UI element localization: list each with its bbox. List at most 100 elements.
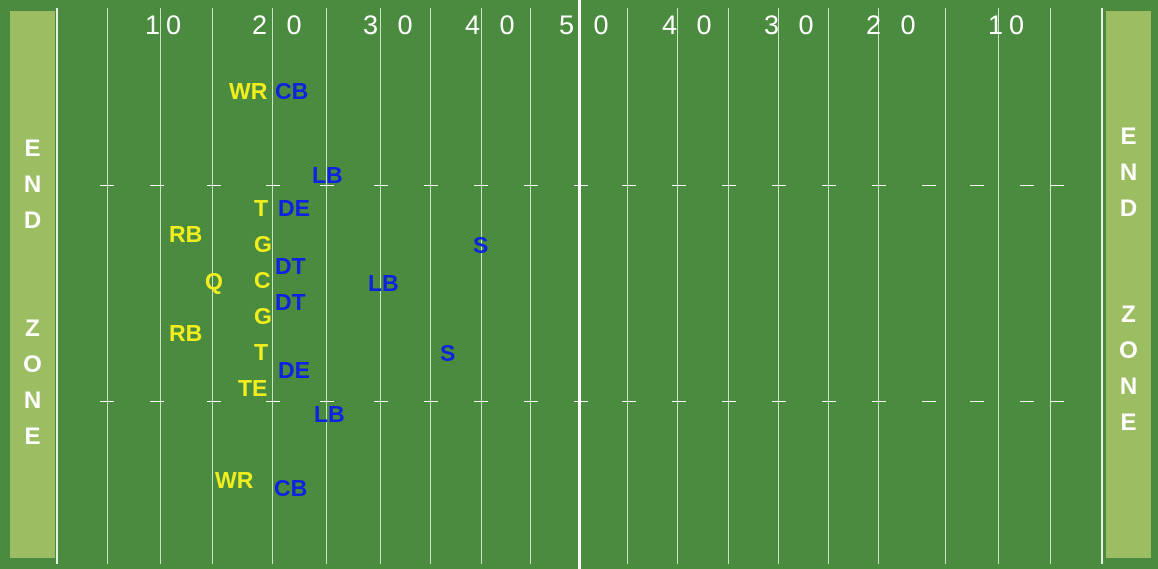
yard-line xyxy=(878,8,879,564)
hash-mark-bottom xyxy=(574,401,588,402)
yard-line xyxy=(1050,8,1051,564)
hash-mark-bottom xyxy=(872,401,886,402)
hash-mark-top xyxy=(672,185,686,186)
defense-player-lb-bottom[interactable]: LB xyxy=(314,401,345,427)
yard-line xyxy=(272,8,273,564)
yard-line xyxy=(212,8,213,564)
yard-line xyxy=(530,8,531,564)
end-zone-letter: N xyxy=(23,387,42,414)
hash-mark-bottom xyxy=(970,401,984,402)
hash-mark-top xyxy=(474,185,488,186)
defense-player-safety-bottom[interactable]: S xyxy=(440,340,456,366)
yard-line xyxy=(627,8,628,564)
hash-mark-bottom xyxy=(1050,401,1064,402)
defense-player-dt-bottom[interactable]: DT xyxy=(275,289,306,315)
yard-line xyxy=(945,8,946,564)
goal-line-right xyxy=(1101,8,1103,564)
defense-player-cb-bottom[interactable]: CB xyxy=(274,475,308,501)
hash-mark-bottom xyxy=(822,401,836,402)
hash-mark-bottom xyxy=(922,401,936,402)
hash-mark-bottom xyxy=(424,401,438,402)
defense-player-lb-top[interactable]: LB xyxy=(312,162,343,188)
offense-player-tackle-left[interactable]: T xyxy=(254,195,269,221)
hash-mark-top xyxy=(872,185,886,186)
yard-line xyxy=(828,8,829,564)
hash-mark-top xyxy=(320,185,334,186)
yard-number: 3 0 xyxy=(363,10,419,40)
yard-number: 5 0 xyxy=(559,10,615,40)
hash-mark-top xyxy=(524,185,538,186)
yard-number: 2 0 xyxy=(866,10,922,40)
offense-player-tight-end[interactable]: TE xyxy=(238,375,268,401)
hash-mark-bottom xyxy=(320,401,334,402)
hash-mark-top xyxy=(922,185,936,186)
yard-line xyxy=(481,8,482,564)
end-zone-left-word-end: E N D xyxy=(10,131,55,239)
hash-mark-bottom xyxy=(474,401,488,402)
yard-number: 4 0 xyxy=(465,10,521,40)
yard-line xyxy=(430,8,431,564)
offense-player-tackle-right[interactable]: T xyxy=(254,339,269,365)
end-zone-letter: E xyxy=(24,423,41,450)
offense-player-center[interactable]: C xyxy=(254,267,271,293)
hash-mark-top xyxy=(772,185,786,186)
yard-line xyxy=(380,8,381,564)
hash-mark-top xyxy=(1050,185,1064,186)
defense-player-lb-middle[interactable]: LB xyxy=(368,270,399,296)
hash-mark-bottom xyxy=(524,401,538,402)
end-zone-letter: D xyxy=(23,207,42,234)
goal-line-left xyxy=(56,8,58,564)
end-zone-letter: N xyxy=(1119,373,1138,400)
hash-mark-top xyxy=(266,185,280,186)
defense-player-dt-top[interactable]: DT xyxy=(275,253,306,279)
offense-player-guard-right[interactable]: G xyxy=(254,303,272,329)
end-zone-letter: E xyxy=(24,135,41,162)
end-zone-left-word-zone: Z O N E xyxy=(10,311,55,455)
end-zone-letter: N xyxy=(1119,159,1138,186)
yard-number: 10 xyxy=(988,10,1031,40)
hash-mark-bottom xyxy=(150,401,164,402)
end-zone-letter: O xyxy=(23,351,42,378)
hash-mark-top xyxy=(1020,185,1034,186)
end-zone-letter: O xyxy=(1119,337,1138,364)
hash-mark-top xyxy=(374,185,388,186)
end-zone-letter: D xyxy=(1119,195,1138,222)
yard-line xyxy=(728,8,729,564)
offense-player-rb-bottom[interactable]: RB xyxy=(169,320,203,346)
hash-mark-top xyxy=(100,185,114,186)
offense-player-rb-top[interactable]: RB xyxy=(169,221,203,247)
hash-mark-top xyxy=(574,185,588,186)
hash-mark-bottom xyxy=(100,401,114,402)
hash-mark-bottom xyxy=(722,401,736,402)
offense-player-wr-top[interactable]: WR xyxy=(229,78,268,104)
defense-player-cb-top[interactable]: CB xyxy=(275,78,309,104)
defense-player-de-top[interactable]: DE xyxy=(278,195,310,221)
end-zone-letter: Z xyxy=(25,315,40,342)
midfield-line xyxy=(578,0,581,569)
hash-mark-top xyxy=(207,185,221,186)
yard-number: 10 xyxy=(145,10,188,40)
yard-line xyxy=(326,8,327,564)
hash-mark-bottom xyxy=(266,401,280,402)
yard-number: 4 0 xyxy=(662,10,718,40)
end-zone-letter: E xyxy=(1120,409,1137,436)
end-zone-letter: Z xyxy=(1121,301,1136,328)
hash-mark-top xyxy=(150,185,164,186)
end-zone-right-word-end: E N D xyxy=(1106,119,1151,227)
hash-mark-top xyxy=(970,185,984,186)
yard-line xyxy=(677,8,678,564)
defense-player-de-bottom[interactable]: DE xyxy=(278,357,310,383)
hash-mark-bottom xyxy=(672,401,686,402)
hash-mark-bottom xyxy=(207,401,221,402)
defense-player-safety-top[interactable]: S xyxy=(473,232,489,258)
offense-player-wr-bottom[interactable]: WR xyxy=(215,467,254,493)
yard-number: 2 0 xyxy=(252,10,308,40)
offense-player-guard-left[interactable]: G xyxy=(254,231,272,257)
hash-mark-bottom xyxy=(622,401,636,402)
hash-mark-top xyxy=(822,185,836,186)
offense-player-quarterback[interactable]: Q xyxy=(205,268,223,294)
hash-mark-top xyxy=(722,185,736,186)
end-zone-letter: N xyxy=(23,171,42,198)
end-zone-right: E N D Z O N E xyxy=(1106,11,1151,558)
